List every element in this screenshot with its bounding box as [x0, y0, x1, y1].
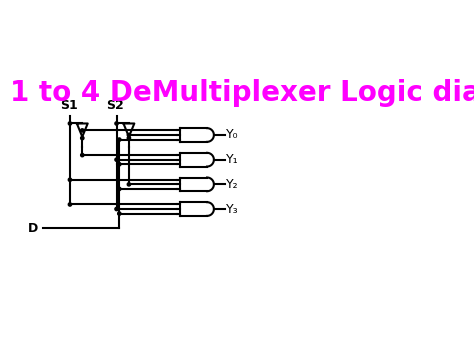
Text: S1: S1	[60, 99, 77, 112]
Circle shape	[115, 158, 118, 161]
Text: Y₃: Y₃	[226, 203, 239, 215]
Circle shape	[68, 122, 72, 125]
Circle shape	[115, 207, 118, 211]
Circle shape	[127, 183, 130, 186]
Circle shape	[118, 138, 121, 141]
Circle shape	[127, 133, 130, 137]
Text: S2: S2	[106, 99, 124, 112]
Circle shape	[118, 212, 121, 215]
Circle shape	[68, 203, 72, 206]
Circle shape	[115, 122, 118, 125]
Circle shape	[81, 129, 84, 132]
Circle shape	[68, 178, 72, 181]
Text: Y₂: Y₂	[226, 178, 239, 191]
Circle shape	[118, 187, 121, 191]
Text: Y₁: Y₁	[226, 153, 239, 166]
Text: D: D	[28, 222, 38, 235]
Circle shape	[118, 163, 121, 166]
Circle shape	[81, 153, 84, 157]
Text: Y₀: Y₀	[226, 129, 239, 142]
Text: 1 to 4 DeMultiplexer Logic diagram: 1 to 4 DeMultiplexer Logic diagram	[9, 79, 474, 107]
